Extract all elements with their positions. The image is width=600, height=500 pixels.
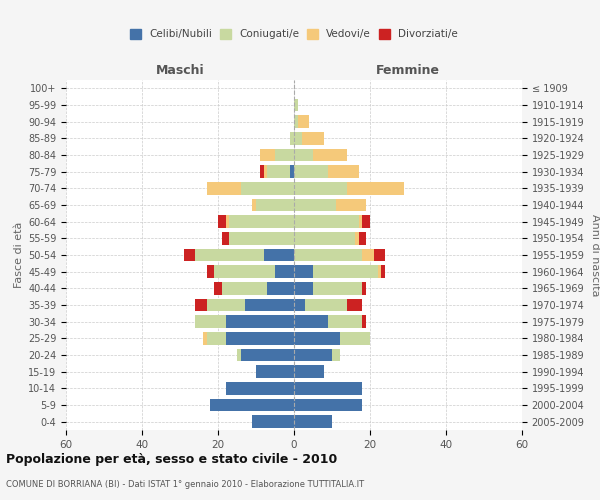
- Bar: [362, 216, 370, 228]
- Bar: [294, 366, 325, 378]
- Bar: [268, 282, 294, 294]
- Bar: [263, 166, 268, 178]
- Bar: [268, 166, 290, 178]
- Bar: [340, 332, 370, 344]
- Bar: [260, 149, 275, 162]
- Bar: [252, 199, 256, 211]
- Bar: [294, 166, 328, 178]
- Bar: [226, 332, 294, 344]
- Bar: [211, 399, 294, 411]
- Bar: [294, 149, 313, 162]
- Bar: [226, 216, 229, 228]
- Bar: [260, 166, 263, 178]
- Bar: [359, 216, 362, 228]
- Bar: [377, 266, 382, 278]
- Bar: [328, 166, 359, 178]
- Bar: [294, 248, 362, 261]
- Bar: [294, 199, 336, 211]
- Bar: [294, 316, 328, 328]
- Bar: [241, 349, 294, 361]
- Bar: [294, 399, 362, 411]
- Bar: [294, 99, 298, 112]
- Bar: [294, 382, 362, 394]
- Y-axis label: Anni di nascita: Anni di nascita: [590, 214, 600, 296]
- Bar: [206, 182, 241, 194]
- Text: Popolazione per età, sesso e stato civile - 2010: Popolazione per età, sesso e stato civil…: [6, 452, 337, 466]
- Bar: [206, 266, 214, 278]
- Bar: [302, 132, 325, 144]
- Bar: [362, 316, 366, 328]
- Bar: [222, 282, 268, 294]
- Bar: [382, 266, 385, 278]
- Bar: [294, 298, 305, 311]
- Bar: [294, 182, 347, 194]
- Bar: [218, 216, 226, 228]
- Bar: [290, 166, 294, 178]
- Bar: [294, 266, 313, 278]
- Bar: [305, 298, 347, 311]
- Legend: Celibi/Nubili, Coniugati/e, Vedovi/e, Divorziati/e: Celibi/Nubili, Coniugati/e, Vedovi/e, Di…: [130, 29, 458, 40]
- Bar: [328, 316, 362, 328]
- Bar: [275, 149, 294, 162]
- Bar: [229, 232, 294, 244]
- Bar: [275, 266, 294, 278]
- Bar: [256, 199, 294, 211]
- Bar: [203, 332, 206, 344]
- Bar: [195, 248, 263, 261]
- Text: Maschi: Maschi: [155, 64, 205, 76]
- Bar: [195, 316, 226, 328]
- Bar: [294, 332, 340, 344]
- Bar: [332, 349, 340, 361]
- Bar: [313, 149, 347, 162]
- Bar: [298, 116, 309, 128]
- Bar: [294, 216, 359, 228]
- Bar: [294, 349, 332, 361]
- Bar: [336, 199, 366, 211]
- Bar: [290, 132, 294, 144]
- Bar: [206, 298, 245, 311]
- Bar: [245, 298, 294, 311]
- Bar: [347, 298, 362, 311]
- Bar: [313, 266, 377, 278]
- Bar: [294, 416, 332, 428]
- Bar: [237, 349, 241, 361]
- Bar: [195, 298, 206, 311]
- Bar: [362, 248, 374, 261]
- Bar: [222, 232, 229, 244]
- Bar: [206, 332, 226, 344]
- Text: COMUNE DI BORRIANA (BI) - Dati ISTAT 1° gennaio 2010 - Elaborazione TUTTITALIA.I: COMUNE DI BORRIANA (BI) - Dati ISTAT 1° …: [6, 480, 364, 489]
- Bar: [374, 248, 385, 261]
- Bar: [256, 366, 294, 378]
- Bar: [252, 416, 294, 428]
- Bar: [241, 182, 294, 194]
- Bar: [347, 182, 404, 194]
- Bar: [214, 266, 275, 278]
- Bar: [294, 132, 302, 144]
- Bar: [294, 116, 298, 128]
- Bar: [313, 282, 362, 294]
- Bar: [355, 232, 359, 244]
- Y-axis label: Fasce di età: Fasce di età: [14, 222, 24, 288]
- Bar: [359, 232, 366, 244]
- Bar: [226, 316, 294, 328]
- Bar: [184, 248, 195, 261]
- Bar: [362, 282, 366, 294]
- Bar: [214, 282, 222, 294]
- Text: Femmine: Femmine: [376, 64, 440, 76]
- Bar: [226, 382, 294, 394]
- Bar: [294, 232, 355, 244]
- Bar: [229, 216, 294, 228]
- Bar: [263, 248, 294, 261]
- Bar: [294, 282, 313, 294]
